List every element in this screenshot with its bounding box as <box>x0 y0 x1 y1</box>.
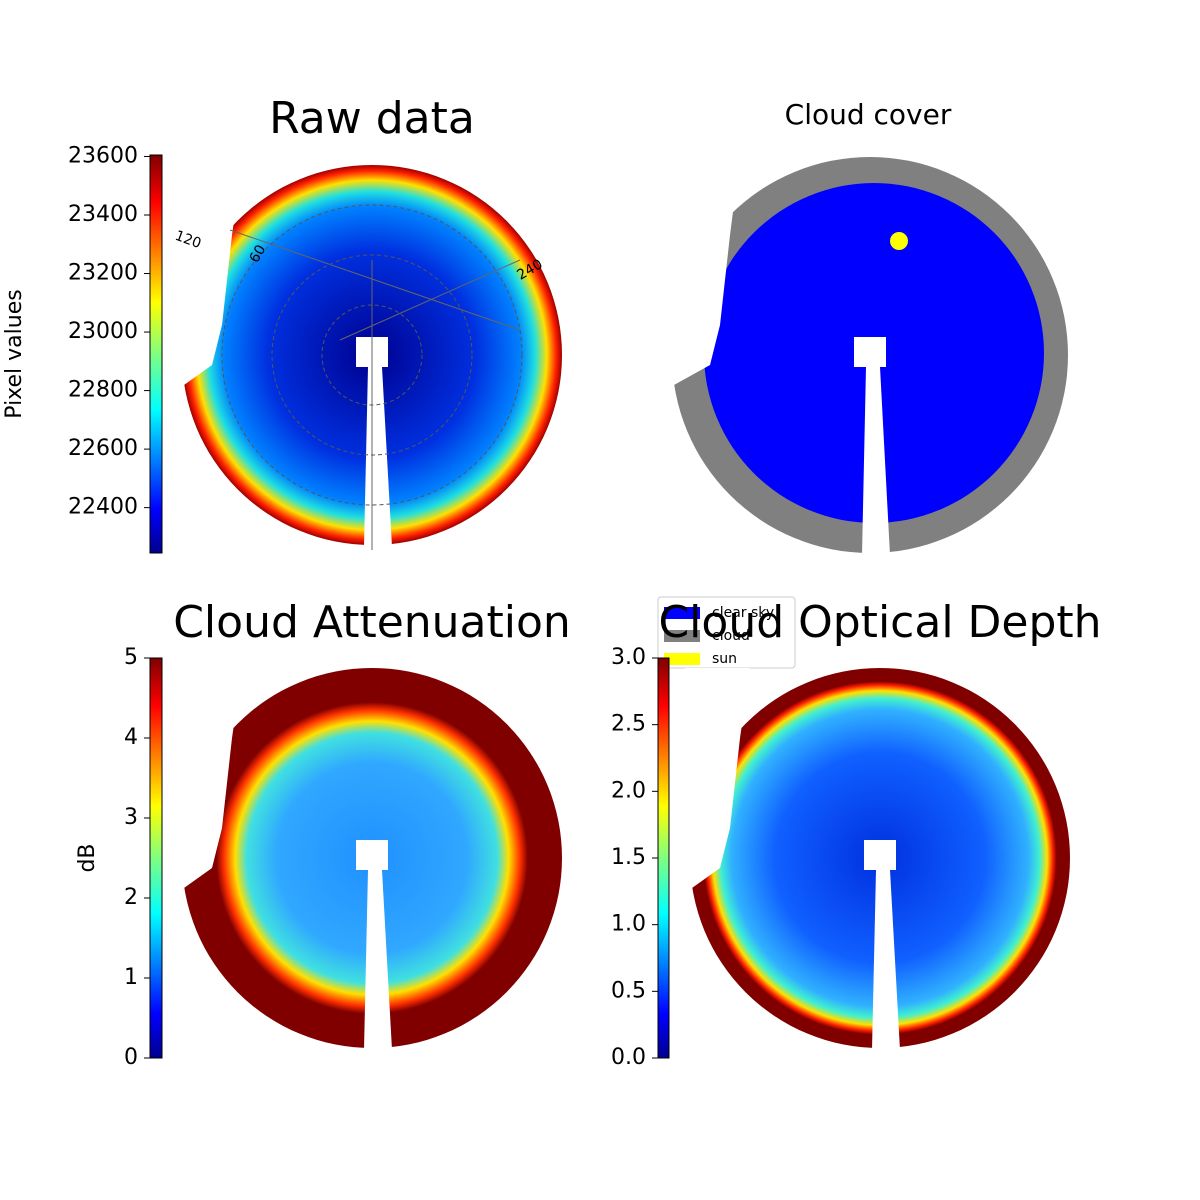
legend: clear sky cloud sun <box>657 596 796 669</box>
colorbar-tick-label: 2 <box>124 885 138 910</box>
colorbar-tick-label: 3.0 <box>611 645 646 670</box>
mast <box>356 337 392 547</box>
colorbar <box>149 154 163 554</box>
panel: Cloud Optical Depth 0.0 0.5 1.0 1.5 2.0 2.5 3.0 <box>611 597 1102 1070</box>
colorbar-tick-label: 23000 <box>68 319 138 344</box>
colorbar-label: Pixel values <box>2 289 27 418</box>
mast <box>864 840 900 1050</box>
panel-title: Cloud Optical Depth <box>658 597 1101 648</box>
legend-label: cloud <box>712 628 750 644</box>
colorbar-tick-label: 23200 <box>68 261 138 286</box>
colorbar-tick-label: 1.0 <box>611 912 646 937</box>
polar-label: 60 <box>247 242 270 265</box>
legend-swatch <box>664 630 700 642</box>
legend-label: sun <box>712 651 737 667</box>
polar-line <box>229 229 521 331</box>
legend-swatch <box>664 653 700 665</box>
polar-ring <box>271 254 473 456</box>
image-cutout <box>685 668 750 888</box>
panel: Cloud cover <box>667 98 1068 555</box>
colorbar-tick-label: 0 <box>124 1045 138 1070</box>
panel-title: Cloud Attenuation <box>173 597 571 648</box>
colorbar-tick-label: 5 <box>124 645 138 670</box>
colorbar-tick-label: 1 <box>124 965 138 990</box>
colorbar-tick-label: 0.5 <box>611 978 646 1003</box>
colorbar-tick-label: 22400 <box>68 495 138 520</box>
colorbar-tick-label: 0.0 <box>611 1045 646 1070</box>
polar-line <box>339 259 521 341</box>
mast <box>854 337 890 555</box>
colorbar <box>657 657 670 1059</box>
colorbar-tick-label: 3 <box>124 805 138 830</box>
colorbar-tick-label: 23600 <box>68 143 138 168</box>
colorbar-tick-label: 22800 <box>68 378 138 403</box>
colorbar-tick-label: 1.5 <box>611 845 646 870</box>
legend-label: clear sky <box>712 605 774 621</box>
image-cutout <box>177 668 242 888</box>
mast <box>356 840 392 1050</box>
polar-ring <box>221 204 523 506</box>
image-cutout <box>667 157 740 385</box>
colorbar-tick-label: 22600 <box>68 436 138 461</box>
sun-disk <box>890 232 908 250</box>
colorbar-label: dB <box>75 843 100 872</box>
colorbar <box>149 657 163 1059</box>
panel: Cloud Attenuation 0 1 2 3 4 5 dB <box>75 597 571 1070</box>
panel-title: Cloud cover <box>785 98 952 131</box>
colorbar-tick-label: 4 <box>124 725 138 750</box>
legend-swatch <box>664 607 700 619</box>
colorbar-tick-label: 2.0 <box>611 778 646 803</box>
colorbar-tick-label: 23400 <box>68 202 138 227</box>
polar-ring <box>321 304 423 406</box>
colorbar-tick-label: 2.5 <box>611 712 646 737</box>
panel-title: Raw data <box>269 93 475 144</box>
image-cutout <box>177 165 242 385</box>
